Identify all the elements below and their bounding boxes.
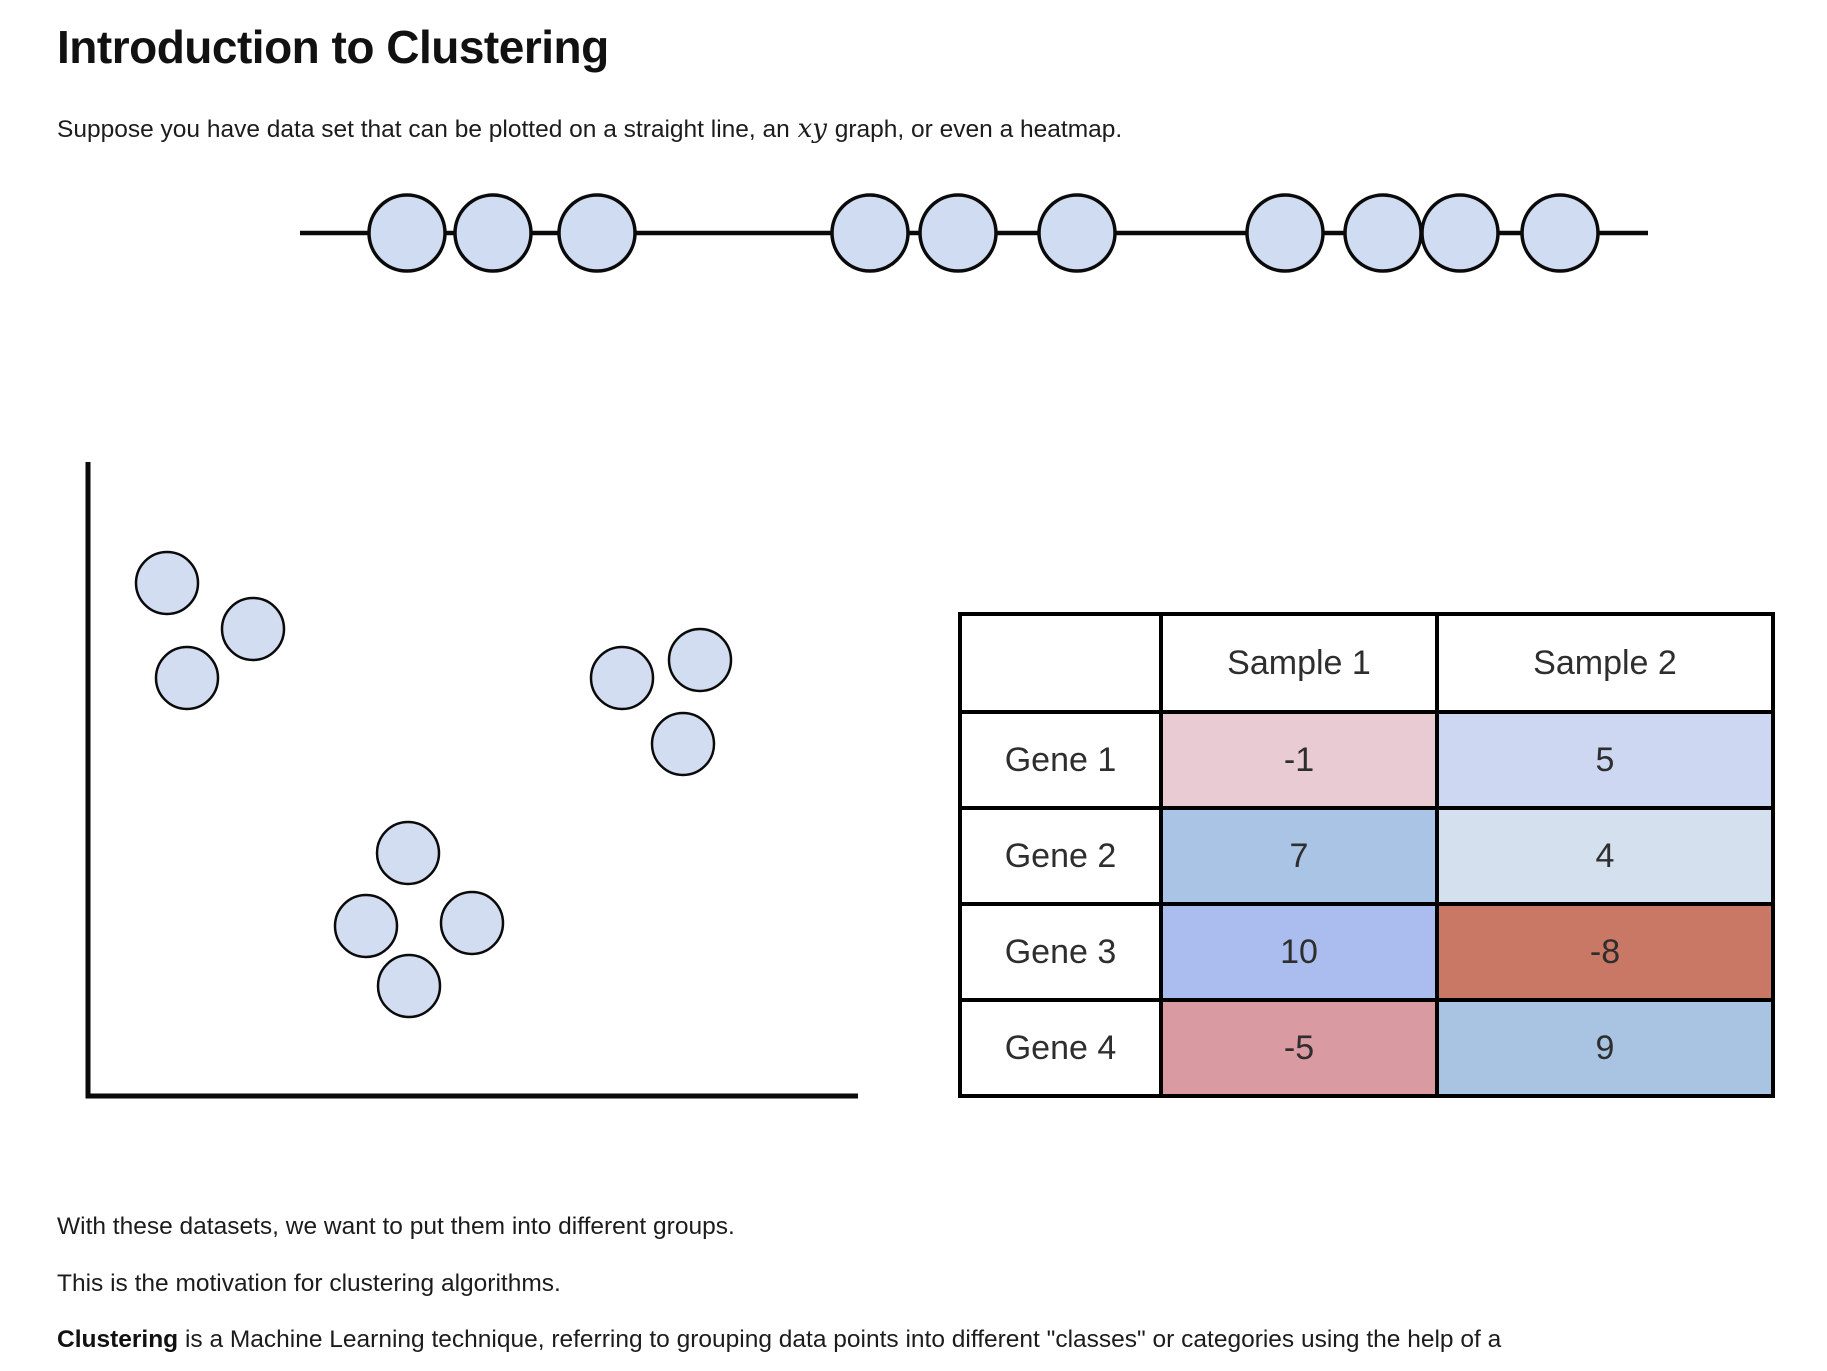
- number-line-point-cluster-3: [1343, 193, 1423, 273]
- heatmap-value-cell: 7: [1159, 806, 1439, 906]
- scatter-point-cluster-1: [134, 550, 200, 616]
- intro-text-before: Suppose you have data set that can be pl…: [57, 116, 797, 143]
- closing-paragraph-1: With these datasets, we want to put them…: [57, 1213, 735, 1240]
- heatmap-row-label: Gene 1: [958, 710, 1163, 810]
- heatmap-value-cell: 10: [1159, 902, 1439, 1002]
- number-line-point-cluster-2: [1037, 193, 1117, 273]
- math-xy-variable: xy: [797, 114, 827, 144]
- scatter-point-cluster-3: [375, 820, 441, 886]
- heatmap-table-head: Sample 1 Sample 2: [958, 612, 1775, 714]
- heatmap-row: Gene 4 -5 9: [958, 998, 1775, 1098]
- number-line-figure: [300, 193, 1648, 273]
- heatmap-column-header: Sample 2: [1435, 612, 1775, 714]
- number-line-point-cluster-3: [1245, 193, 1325, 273]
- scatter-point-cluster-3: [439, 890, 505, 956]
- heatmap-table-body: Gene 1 -1 5 Gene 2 7 4 Gene 3 10 -8 Gene 4 -5 9: [958, 710, 1775, 1098]
- intro-text-after: graph, or even a heatmap.: [827, 116, 1123, 143]
- heatmap-row: Gene 3 10 -8: [958, 902, 1775, 1002]
- heatmap-value-cell: -8: [1435, 902, 1775, 1002]
- heatmap-header-row: Sample 1 Sample 2: [958, 612, 1775, 714]
- heatmap-table: Sample 1 Sample 2 Gene 1 -1 5 Gene 2 7 4 Gene 3…: [958, 612, 1775, 1098]
- heatmap-row-label: Gene 3: [958, 902, 1163, 1002]
- heatmap-value-cell: -5: [1159, 998, 1439, 1098]
- heatmap-value-cell: 5: [1435, 710, 1775, 810]
- heatmap-value-cell: 9: [1435, 998, 1775, 1098]
- clustering-term-bold: Clustering: [57, 1326, 179, 1353]
- heatmap-corner-cell: [958, 612, 1163, 714]
- number-line-point-cluster-1: [453, 193, 533, 273]
- scatter-point-cluster-3: [333, 893, 399, 959]
- scatter-point-cluster-2: [589, 645, 655, 711]
- number-line-point-cluster-2: [830, 193, 910, 273]
- scatter-point-cluster-1: [154, 645, 220, 711]
- heatmap-value-cell: 4: [1435, 806, 1775, 906]
- heatmap-row: Gene 1 -1 5: [958, 710, 1775, 810]
- closing-paragraph-3-rest: is a Machine Learning technique, referri…: [178, 1326, 1502, 1353]
- heatmap-row-label: Gene 2: [958, 806, 1163, 906]
- scatter-point-cluster-3: [376, 953, 442, 1019]
- heatmap-value-cell: -1: [1159, 710, 1439, 810]
- number-line-point-cluster-3: [1420, 193, 1500, 273]
- number-line-point-cluster-1: [557, 193, 637, 273]
- closing-paragraph-2: This is the motivation for clustering al…: [57, 1270, 561, 1297]
- scatter-point-cluster-2: [667, 627, 733, 693]
- xy-scatter-figure: [85, 462, 858, 1099]
- intro-paragraph: Suppose you have data set that can be pl…: [57, 112, 1122, 147]
- heatmap-column-header: Sample 1: [1159, 612, 1439, 714]
- scatter-point-cluster-1: [220, 596, 286, 662]
- scatter-point-cluster-2: [650, 711, 716, 777]
- page-title: Introduction to Clustering: [57, 21, 609, 73]
- heatmap-row-label: Gene 4: [958, 998, 1163, 1098]
- scatter-axes: [85, 462, 858, 1099]
- closing-paragraph-3: Clustering is a Machine Learning techniq…: [57, 1323, 1501, 1357]
- number-line-point-cluster-1: [367, 193, 447, 273]
- number-line-point-cluster-3: [1520, 193, 1600, 273]
- number-line-point-cluster-2: [918, 193, 998, 273]
